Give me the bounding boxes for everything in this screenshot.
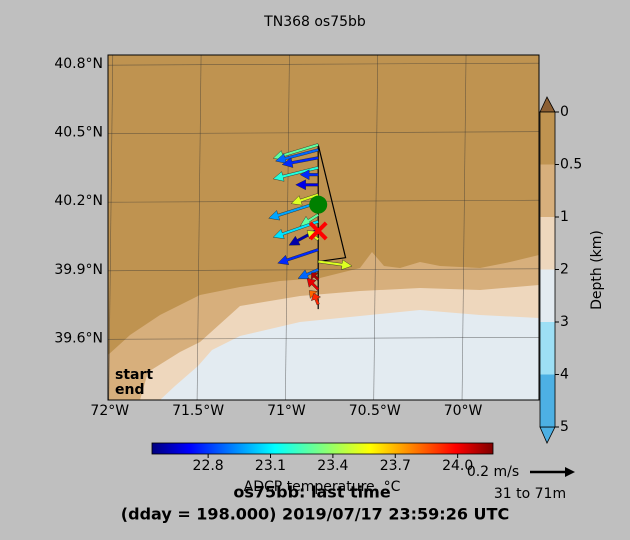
- colorbar-tick-label: 4: [560, 367, 569, 383]
- x-tick-label: 71.5°W: [172, 403, 224, 419]
- depth-band: [160, 310, 539, 400]
- colorbar-segment: [540, 374, 555, 427]
- velocity-arrow: [295, 179, 319, 191]
- title: TN368 os75bb: [263, 14, 366, 30]
- footer: os75bb: last time: [233, 483, 390, 502]
- temp-colorbar: [151, 442, 494, 455]
- velocity-arrow: [297, 268, 319, 280]
- velocity-arrow: [317, 259, 353, 270]
- colorbar-tick-label: 1: [560, 209, 569, 225]
- end-marker: [308, 221, 328, 241]
- colorbar-tick-label: 23.4: [317, 458, 348, 474]
- start-label: start: [115, 367, 153, 383]
- map: [108, 55, 539, 400]
- track: [317, 144, 347, 310]
- velocity-arrow: [281, 156, 319, 168]
- colorbar-tick-label: 24.0: [442, 458, 473, 474]
- colorbar-tick-label: 23.7: [380, 458, 411, 474]
- velocity-arrow: [299, 169, 319, 181]
- colorbar-extend: [539, 426, 556, 444]
- y-tick-label: 40.5°N: [54, 125, 103, 141]
- footer: (dday = 198.000) 2019/07/17 23:59:26 UTC: [121, 505, 509, 524]
- grid-line: [108, 268, 539, 272]
- depth-range: 31 to 71m: [494, 486, 566, 502]
- x-tick-label: 70.5°W: [349, 403, 401, 419]
- colorbar-tick-label: 3: [560, 314, 569, 330]
- velocity-arrow: [311, 272, 320, 281]
- colorbar-label: Depth (km): [589, 230, 605, 310]
- colorbar-frame: [539, 111, 556, 428]
- colorbar-tick-label: 2: [560, 262, 569, 278]
- velocity-arrow: [275, 148, 319, 164]
- colorbar-label: ADCP temperature, °C: [244, 479, 401, 495]
- velocity-arrow: [310, 292, 322, 306]
- colorbar-segment: [540, 217, 555, 270]
- colorbar-segment: [540, 322, 555, 375]
- grid-line: [461, 55, 467, 400]
- y-tick-label: 39.9°N: [54, 262, 103, 278]
- scale-label: 0.2 m/s: [467, 464, 519, 480]
- colorbar-segment: [540, 164, 555, 217]
- scale-arrow: [530, 467, 575, 477]
- map-frame: [107, 54, 540, 401]
- colorbar-extend: [539, 96, 556, 113]
- grid-line: [285, 55, 290, 400]
- y-tick-label: 39.6°N: [54, 330, 103, 346]
- start-marker: [309, 195, 328, 214]
- velocity-arrow: [277, 248, 319, 265]
- colorbar-segment: [540, 112, 555, 165]
- grid-line: [108, 131, 539, 134]
- colorbar-tick-label: 0: [560, 104, 569, 120]
- velocity-arrow: [306, 277, 320, 291]
- velocity-arrow: [272, 166, 319, 182]
- x-tick-label: 70°W: [444, 403, 483, 419]
- grid-line: [108, 337, 539, 340]
- grid-line: [108, 55, 114, 400]
- x-tick-label: 71°W: [267, 403, 306, 419]
- colorbar-tick-label: 22.8: [193, 458, 224, 474]
- colorbar-tick-label: 5: [560, 419, 569, 435]
- end-label: end: [115, 382, 144, 398]
- y-tick-label: 40.2°N: [54, 193, 103, 209]
- colorbar-segment: [540, 269, 555, 322]
- colorbar-tick-label: 23.1: [255, 458, 286, 474]
- colorbar-tick-label: 0.5: [560, 157, 582, 173]
- grid-line: [196, 55, 202, 400]
- y-tick-label: 40.8°N: [54, 56, 103, 72]
- x-tick-label: 72°W: [90, 403, 129, 419]
- grid-line: [373, 55, 379, 400]
- grid-line: [108, 62, 539, 66]
